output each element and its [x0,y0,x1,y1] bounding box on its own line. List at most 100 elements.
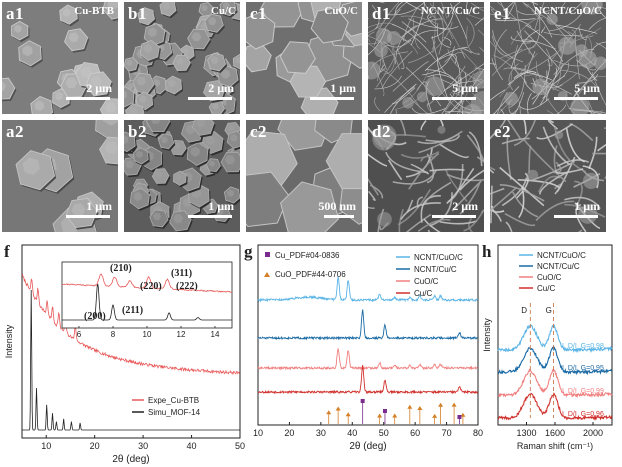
inset-x-tick-label: 6 [77,330,82,339]
panel-label: a1 [6,4,24,23]
series-line-2 [497,368,613,399]
scale-bar [310,97,354,100]
scale-bar-label: 2 μm [86,81,112,95]
sem-micrograph [2,2,118,114]
cuo-ref-marker [438,402,444,407]
legend-label: NCNT/Cu/C [414,265,457,274]
x-tick-label: 30 [316,428,326,438]
panel-label: c2 [250,122,268,141]
peak-label: (211) [122,305,143,316]
panel-label-f: f [4,242,10,261]
sem-micrograph [490,120,606,232]
cuo-ref-marker [407,404,413,409]
inset-x-tick-label: 10 [143,330,152,339]
plot-frame-h [497,244,613,426]
sample-name: NCNT/CuO/C [534,5,602,17]
panel-label: d1 [372,4,391,23]
scale-bar-label: 5 μm [452,81,478,95]
panel-label: e1 [494,4,512,23]
peak-label: (222) [176,281,198,292]
panel-label: a2 [6,122,24,141]
x-tick-label: 60 [410,428,420,438]
scale-bar-label: 2 μm [208,81,234,95]
x-tick-label: 50 [379,428,389,438]
cu-ref-marker [265,252,270,257]
sem-panel-c2: c2 500 nm [246,120,362,232]
inset-x-tick-label: 12 [177,330,186,339]
ref-legend-label: Cu_PDF#04-0836 [275,251,340,260]
sem-panel-c1: c1 CuO/C 1 μm [246,2,362,114]
cuo-ref-marker [335,406,341,411]
scale-bar-label: 5 μm [574,81,600,95]
panel-label-h: h [482,242,492,261]
legend-label: Cu/C [537,284,555,293]
ref-legend-label: CuO_PDF#44-0706 [275,270,346,279]
sample-name: CuO/C [324,5,358,17]
inset-series-expe [61,273,233,293]
scale-bar-label: 2 μm [452,199,478,213]
cuo-ref-marker [345,412,351,417]
scale-bar-label: 1 μm [208,199,234,213]
x-tick-label: 80 [473,428,483,438]
sem-micrograph [490,2,606,114]
sem-micrograph [15,120,118,232]
peak-label: (210) [110,263,132,274]
y-axis-label: Intensity [4,324,14,358]
x-tick-label: 20 [284,428,294,438]
sem-panel-e1: e1 NCNT/CuO/C 5 μm [490,2,606,114]
series-line-3 [257,365,479,395]
cuo-ref-marker [264,272,270,277]
sem-panel-d2: d2 2 μm [368,120,484,232]
y-axis-label: Intensity [482,318,492,352]
scale-bar [188,97,232,100]
peak-label: (311) [171,268,192,279]
sample-name: Cu/C [210,5,236,17]
sem-micrograph [246,120,362,232]
inset-x-tick-label: 8 [111,330,116,339]
panel-label: e2 [494,122,512,141]
scale-bar [432,215,476,218]
cuo-ref-marker [432,413,438,418]
peak-label: (200) [84,311,106,322]
plot-frame-f [21,244,241,439]
series-line-0 [257,276,479,303]
x-tick-label: 2000 [583,428,603,438]
series-line-simu [22,289,240,431]
panel-label-g: g [244,242,253,261]
cu-ref-marker [457,415,462,419]
scale-bar [66,215,110,218]
scale-bar-label: 1 μm [330,81,356,95]
series-line-3 [497,392,613,421]
id-ig-ratio: I_D/I_G=0.95 [562,365,604,372]
x-tick-label: 10 [41,441,51,451]
panel-label: c1 [250,4,268,23]
x-tick-label: 40 [347,428,357,438]
legend-label: NCNT/CuO/C [414,253,463,262]
scale-bar [188,215,232,218]
legend-label: Cu/C [414,289,432,298]
x-axis-label: Raman shift (cm⁻¹) [517,441,593,451]
sem-panel-b1: b1 Cu/C 2 μm [124,2,240,114]
scale-bar-label: 500 nm [318,199,356,213]
cuo-ref-marker [326,410,332,415]
series-line-expe [21,273,241,376]
legend-label: Simu_MOF-14 [148,408,201,417]
x-tick-label: 10 [253,428,263,438]
scale-bar [324,215,354,218]
legend-label: CuO/C [414,277,439,286]
x-tick-label: 30 [138,441,148,451]
cu-ref-marker [360,399,365,403]
id-ig-ratio: I_D/I_G=0.96 [562,411,604,418]
plot-frame-g [257,244,479,426]
scale-bar [554,97,598,100]
sample-name: NCNT/Cu/C [420,5,480,17]
cuo-ref-marker [451,402,457,407]
inset-x-tick-label: 14 [211,330,220,339]
x-tick-label: 40 [187,441,197,451]
sem-micrograph [246,2,362,114]
legend-label: NCNT/Cu/C [537,262,580,271]
sample-name: Cu-BTB [74,5,114,17]
x-tick-label: 20 [90,441,100,451]
scale-bar-label: 1 μm [574,199,600,213]
